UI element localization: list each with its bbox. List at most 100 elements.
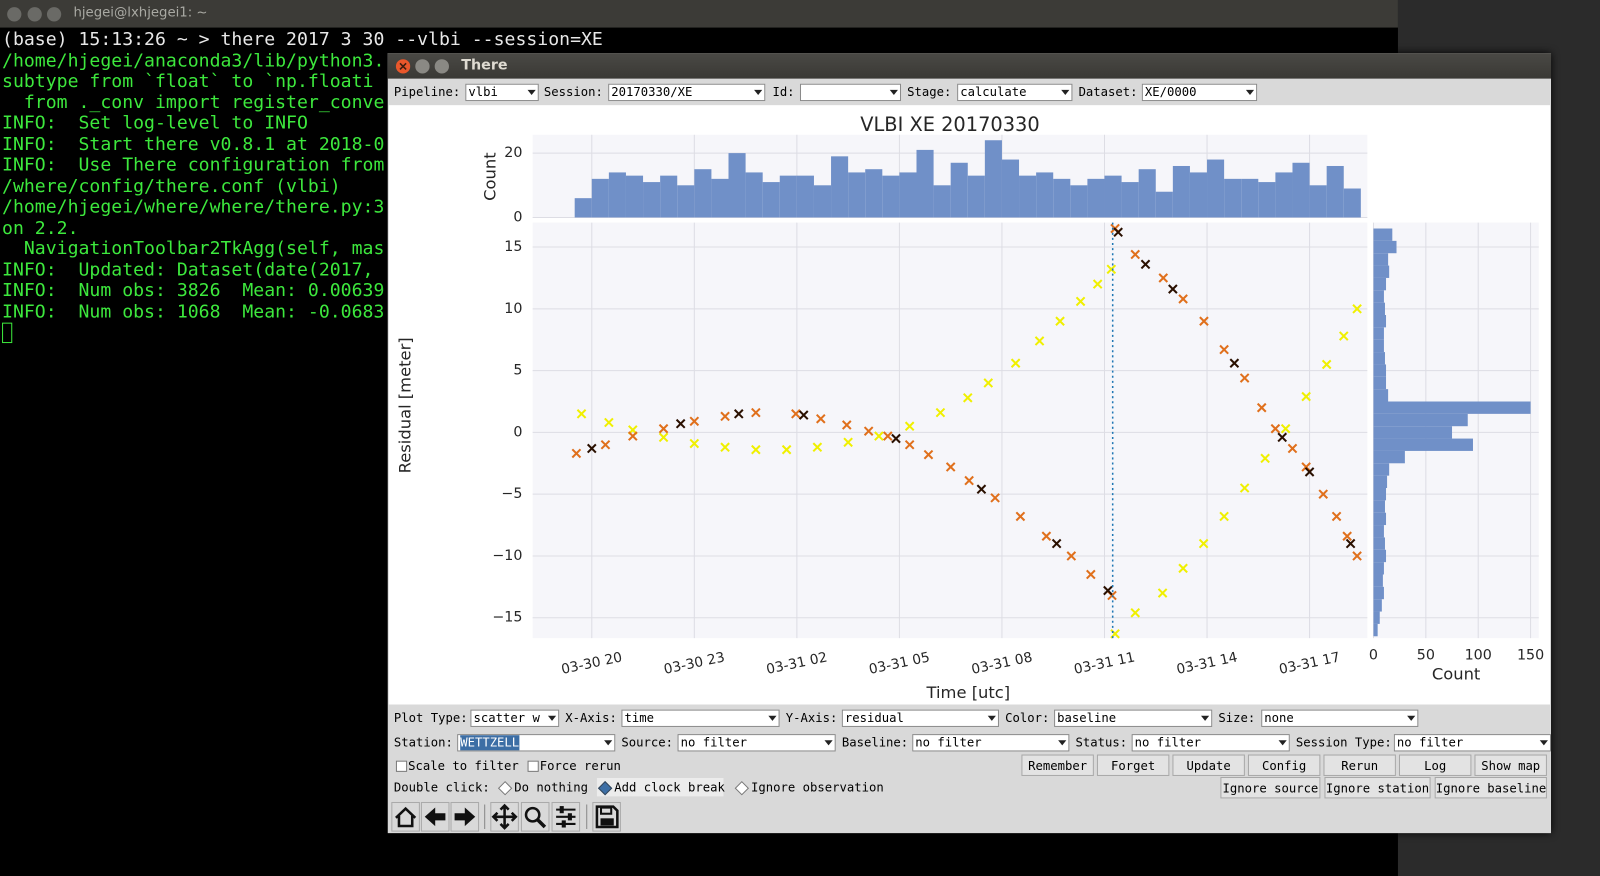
histogram-bar bbox=[1373, 290, 1384, 303]
terminal-line: subtype from `float` to `np.floati bbox=[2, 70, 374, 92]
button[interactable]: Show map bbox=[1474, 754, 1547, 776]
button[interactable]: Update bbox=[1172, 754, 1245, 776]
scatter-point bbox=[923, 449, 934, 460]
dropdown[interactable]: time bbox=[621, 709, 780, 727]
dropdown[interactable]: baseline bbox=[1054, 709, 1213, 727]
dropdown[interactable]: vlbi bbox=[465, 83, 539, 102]
histogram-bar bbox=[1373, 364, 1387, 377]
scatter-point bbox=[1051, 538, 1062, 549]
checkbox[interactable] bbox=[527, 760, 539, 772]
field-label: Station: bbox=[393, 735, 453, 750]
button[interactable]: Log bbox=[1398, 754, 1472, 776]
terminal-line: from ._conv import register_conve bbox=[2, 91, 385, 113]
slider-knob bbox=[561, 820, 566, 828]
histogram-bar bbox=[1373, 277, 1387, 291]
slider-knob bbox=[559, 806, 564, 814]
dropdown-arrow bbox=[527, 89, 536, 95]
histogram-bar bbox=[745, 172, 763, 218]
home-icon bbox=[395, 806, 417, 828]
terminal-title: hjegei@lxhjegei1: ~ bbox=[73, 5, 208, 21]
histogram-bar bbox=[916, 149, 934, 218]
y-tick-label: −10 bbox=[492, 548, 522, 564]
histogram-bar bbox=[1258, 182, 1276, 218]
histogram-bar bbox=[1373, 339, 1384, 353]
field-label: Session: bbox=[543, 84, 603, 100]
dropdown[interactable]: no filter bbox=[677, 734, 836, 752]
dropdown[interactable]: none bbox=[1261, 709, 1419, 727]
dropdown[interactable]: residual bbox=[841, 709, 999, 727]
terminal-line: INFO: Start there v0.8.1 at 2018-0 bbox=[2, 133, 385, 155]
histogram-bar bbox=[1373, 525, 1384, 538]
field-label: Id: bbox=[772, 84, 795, 100]
histogram-bar bbox=[984, 140, 1002, 218]
terminal-line: INFO: Num obs: 3826 Mean: 0.00639 bbox=[2, 279, 385, 302]
dropdown-arrow bbox=[889, 89, 898, 95]
button[interactable]: Config bbox=[1247, 754, 1321, 776]
scatter-point bbox=[812, 442, 823, 453]
dropdown[interactable]: WETTZELL bbox=[457, 734, 616, 752]
scatter-point bbox=[1034, 336, 1045, 346]
histogram-bar bbox=[831, 156, 849, 218]
scatter-point bbox=[600, 439, 611, 450]
scatter-point bbox=[798, 410, 809, 420]
dropdown[interactable]: no filter bbox=[1393, 734, 1552, 752]
button[interactable]: Remember bbox=[1021, 754, 1094, 776]
back-icon bbox=[424, 807, 446, 827]
histogram-bar bbox=[694, 169, 712, 218]
x-tick-label: 0 bbox=[1369, 647, 1378, 663]
x-tick-label: 150 bbox=[1517, 647, 1544, 663]
histogram-bar bbox=[1373, 450, 1405, 464]
histogram-bar bbox=[1373, 512, 1387, 526]
histogram-bar bbox=[1189, 172, 1208, 218]
scatter-point bbox=[1168, 284, 1178, 294]
save-icon-body bbox=[600, 818, 614, 826]
dropdown-arrow bbox=[1058, 740, 1067, 746]
terminal-line: /where/config/there.conf (vlbi) bbox=[2, 175, 341, 197]
maximize-button[interactable] bbox=[46, 7, 62, 22]
close-button[interactable] bbox=[7, 7, 22, 22]
histogram-bar bbox=[711, 178, 729, 218]
button[interactable]: Ignore source bbox=[1220, 776, 1321, 799]
minimize-button[interactable] bbox=[27, 7, 42, 22]
maximize-button[interactable] bbox=[434, 59, 449, 74]
button[interactable]: Ignore station bbox=[1324, 776, 1431, 799]
histogram-bar bbox=[1373, 586, 1384, 600]
scatter-point bbox=[1178, 294, 1188, 304]
checkbox[interactable] bbox=[395, 760, 408, 772]
slider-knob bbox=[567, 813, 572, 821]
scatter-point bbox=[1239, 373, 1250, 383]
button[interactable]: Forget bbox=[1096, 754, 1170, 776]
histogram-bar bbox=[1087, 178, 1105, 218]
radio-button[interactable] bbox=[734, 780, 750, 796]
dropdown[interactable]: scatter w bbox=[470, 709, 560, 727]
scatter-point bbox=[1345, 538, 1356, 549]
scatter-point bbox=[689, 438, 700, 449]
dropdown-arrow bbox=[547, 715, 557, 721]
histogram-bar bbox=[1373, 352, 1385, 365]
scatter-point bbox=[904, 421, 915, 432]
radio-button[interactable] bbox=[497, 780, 513, 796]
dropdown[interactable]: 20170330/XE bbox=[608, 83, 766, 102]
radio-label: Add clock break bbox=[614, 780, 725, 795]
terminal-line: on 2.2. bbox=[2, 216, 79, 239]
histogram-bar bbox=[1019, 175, 1037, 218]
dropdown-arrow bbox=[1061, 89, 1070, 95]
dropdown[interactable]: no filter bbox=[1131, 734, 1290, 752]
histogram-bar bbox=[608, 172, 626, 218]
scatter-point bbox=[1086, 569, 1096, 580]
minimize-button[interactable] bbox=[415, 59, 430, 74]
histogram-bar bbox=[1343, 188, 1361, 218]
dropdown-value: baseline bbox=[1057, 710, 1117, 725]
zoom-handle bbox=[536, 818, 547, 829]
button[interactable]: Ignore baseline bbox=[1434, 776, 1547, 799]
x-tick-label: 50 bbox=[1417, 647, 1435, 663]
scatter-point bbox=[904, 439, 915, 450]
field-label: Baseline: bbox=[841, 735, 909, 750]
y-tick-label: −5 bbox=[501, 486, 522, 502]
dropdown[interactable]: XE/0000 bbox=[1141, 83, 1258, 102]
button[interactable]: Rerun bbox=[1323, 754, 1396, 776]
dropdown[interactable]: calculate bbox=[957, 83, 1073, 102]
dropdown[interactable]: no filter bbox=[912, 734, 1070, 752]
checkbox-label: Scale to filter bbox=[408, 758, 519, 773]
dropdown[interactable] bbox=[799, 83, 902, 102]
